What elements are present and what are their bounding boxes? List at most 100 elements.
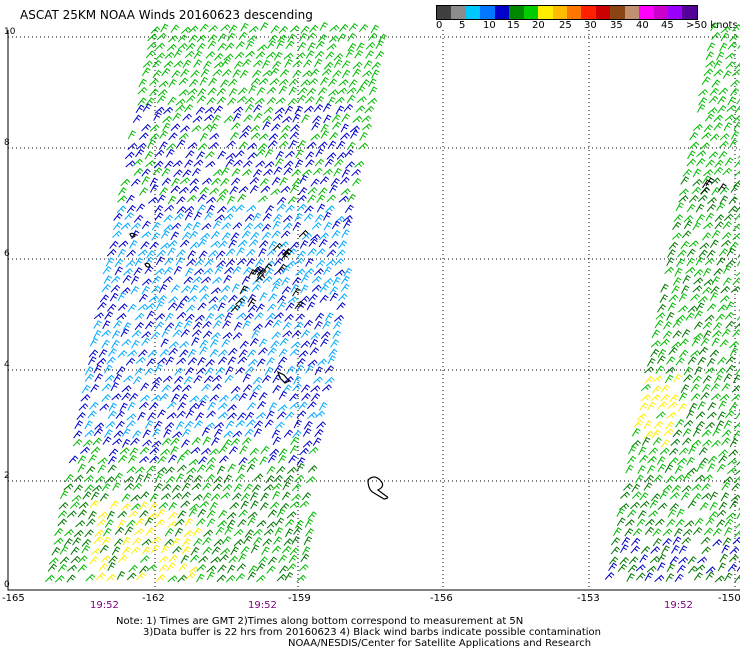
wind-barb (295, 268, 306, 276)
wind-barb (93, 312, 104, 320)
wind-barb (736, 315, 740, 321)
wind-barb (284, 58, 293, 68)
wind-barb (291, 493, 302, 502)
wind-barb (625, 519, 635, 527)
wind-barb (685, 312, 695, 321)
wind-barb (700, 391, 710, 401)
wind-barb (194, 258, 205, 267)
wind-barb (344, 204, 354, 214)
wind-barb (174, 375, 184, 384)
wind-barb (643, 482, 653, 491)
wind-barb (182, 59, 192, 69)
wind-barb (310, 332, 321, 340)
wind-barb (269, 501, 280, 510)
wind-barb (212, 383, 222, 392)
wind-barb (141, 546, 151, 555)
wind-barb (124, 151, 135, 160)
wind-barb (149, 447, 160, 455)
wind-barb (253, 428, 263, 438)
wind-barb (121, 438, 131, 448)
wind-barb (717, 562, 726, 572)
wind-barb (733, 476, 740, 483)
wind-barb (202, 537, 212, 546)
wind-barb (630, 545, 640, 554)
wind-barb (660, 283, 669, 293)
wind-barb (305, 151, 315, 160)
wind-barb (334, 96, 345, 105)
wind-barb (332, 69, 342, 78)
wind-barb (731, 385, 740, 393)
wind-barb (269, 78, 280, 86)
wind-barb (721, 429, 732, 438)
scale-label: 5 (459, 20, 466, 31)
wind-barb (207, 34, 218, 43)
wind-barb (686, 158, 697, 167)
wind-barb (319, 284, 329, 293)
scale-swatch (624, 6, 640, 19)
wind-barb (626, 573, 635, 582)
wind-barb (219, 394, 230, 403)
wind-barb (331, 220, 341, 230)
wind-barb (91, 484, 103, 492)
wind-barb (191, 482, 202, 491)
wind-barb (247, 142, 257, 150)
wind-barb (702, 321, 713, 330)
wind-barb (672, 330, 682, 339)
wind-barb (319, 232, 329, 241)
wind-barb (57, 510, 68, 519)
wind-barb (262, 275, 273, 284)
wind-barb (149, 88, 159, 97)
wind-barb (683, 220, 693, 230)
wind-barb (116, 570, 126, 580)
wind-barb (208, 303, 219, 311)
wind-barb (195, 412, 205, 421)
wind-barb (189, 554, 200, 563)
scale-swatch (451, 6, 466, 19)
wind-barb (277, 301, 287, 310)
wind-barb (164, 538, 174, 547)
wind-barb (697, 194, 708, 203)
wind-barb (158, 80, 169, 88)
wind-barb (238, 31, 248, 40)
wind-barb (665, 366, 676, 374)
wind-barb (290, 436, 300, 446)
wind-barb (126, 572, 137, 581)
scale-label: >50 knots (686, 20, 738, 31)
wind-barb (139, 491, 150, 500)
wind-barb (329, 132, 339, 141)
wind-barb (292, 69, 302, 79)
wind-barb (248, 25, 259, 33)
wind-barb (206, 97, 216, 106)
wind-barb (190, 69, 200, 78)
wind-barb (165, 148, 175, 158)
wind-barb (142, 429, 152, 439)
wind-barb (160, 242, 171, 250)
wind-barb (315, 410, 325, 419)
wind-barb (651, 329, 661, 339)
wind-barb (113, 212, 123, 221)
wind-barb (236, 563, 247, 572)
wind-barb (253, 473, 264, 481)
wind-barb (130, 494, 141, 502)
wind-barb (147, 139, 156, 149)
wind-barb (713, 114, 724, 123)
wind-barb (352, 68, 362, 78)
wind-barb (283, 52, 294, 60)
wind-barb (703, 169, 714, 177)
wind-barb (249, 176, 260, 185)
wind-barb (245, 411, 255, 421)
wind-barb (294, 212, 303, 222)
wind-barb (686, 257, 696, 267)
wind-barb (310, 68, 320, 77)
wind-barb (228, 239, 237, 249)
wind-barb (300, 384, 311, 393)
wind-barb (134, 257, 144, 267)
wind-barb (228, 347, 238, 356)
wind-barb (325, 259, 336, 267)
wind-barb (647, 401, 656, 411)
wind-barb (297, 41, 307, 51)
wind-barb (252, 169, 263, 178)
wind-barb (188, 566, 199, 574)
wind-barb (666, 311, 675, 321)
wind-barb (338, 240, 348, 249)
